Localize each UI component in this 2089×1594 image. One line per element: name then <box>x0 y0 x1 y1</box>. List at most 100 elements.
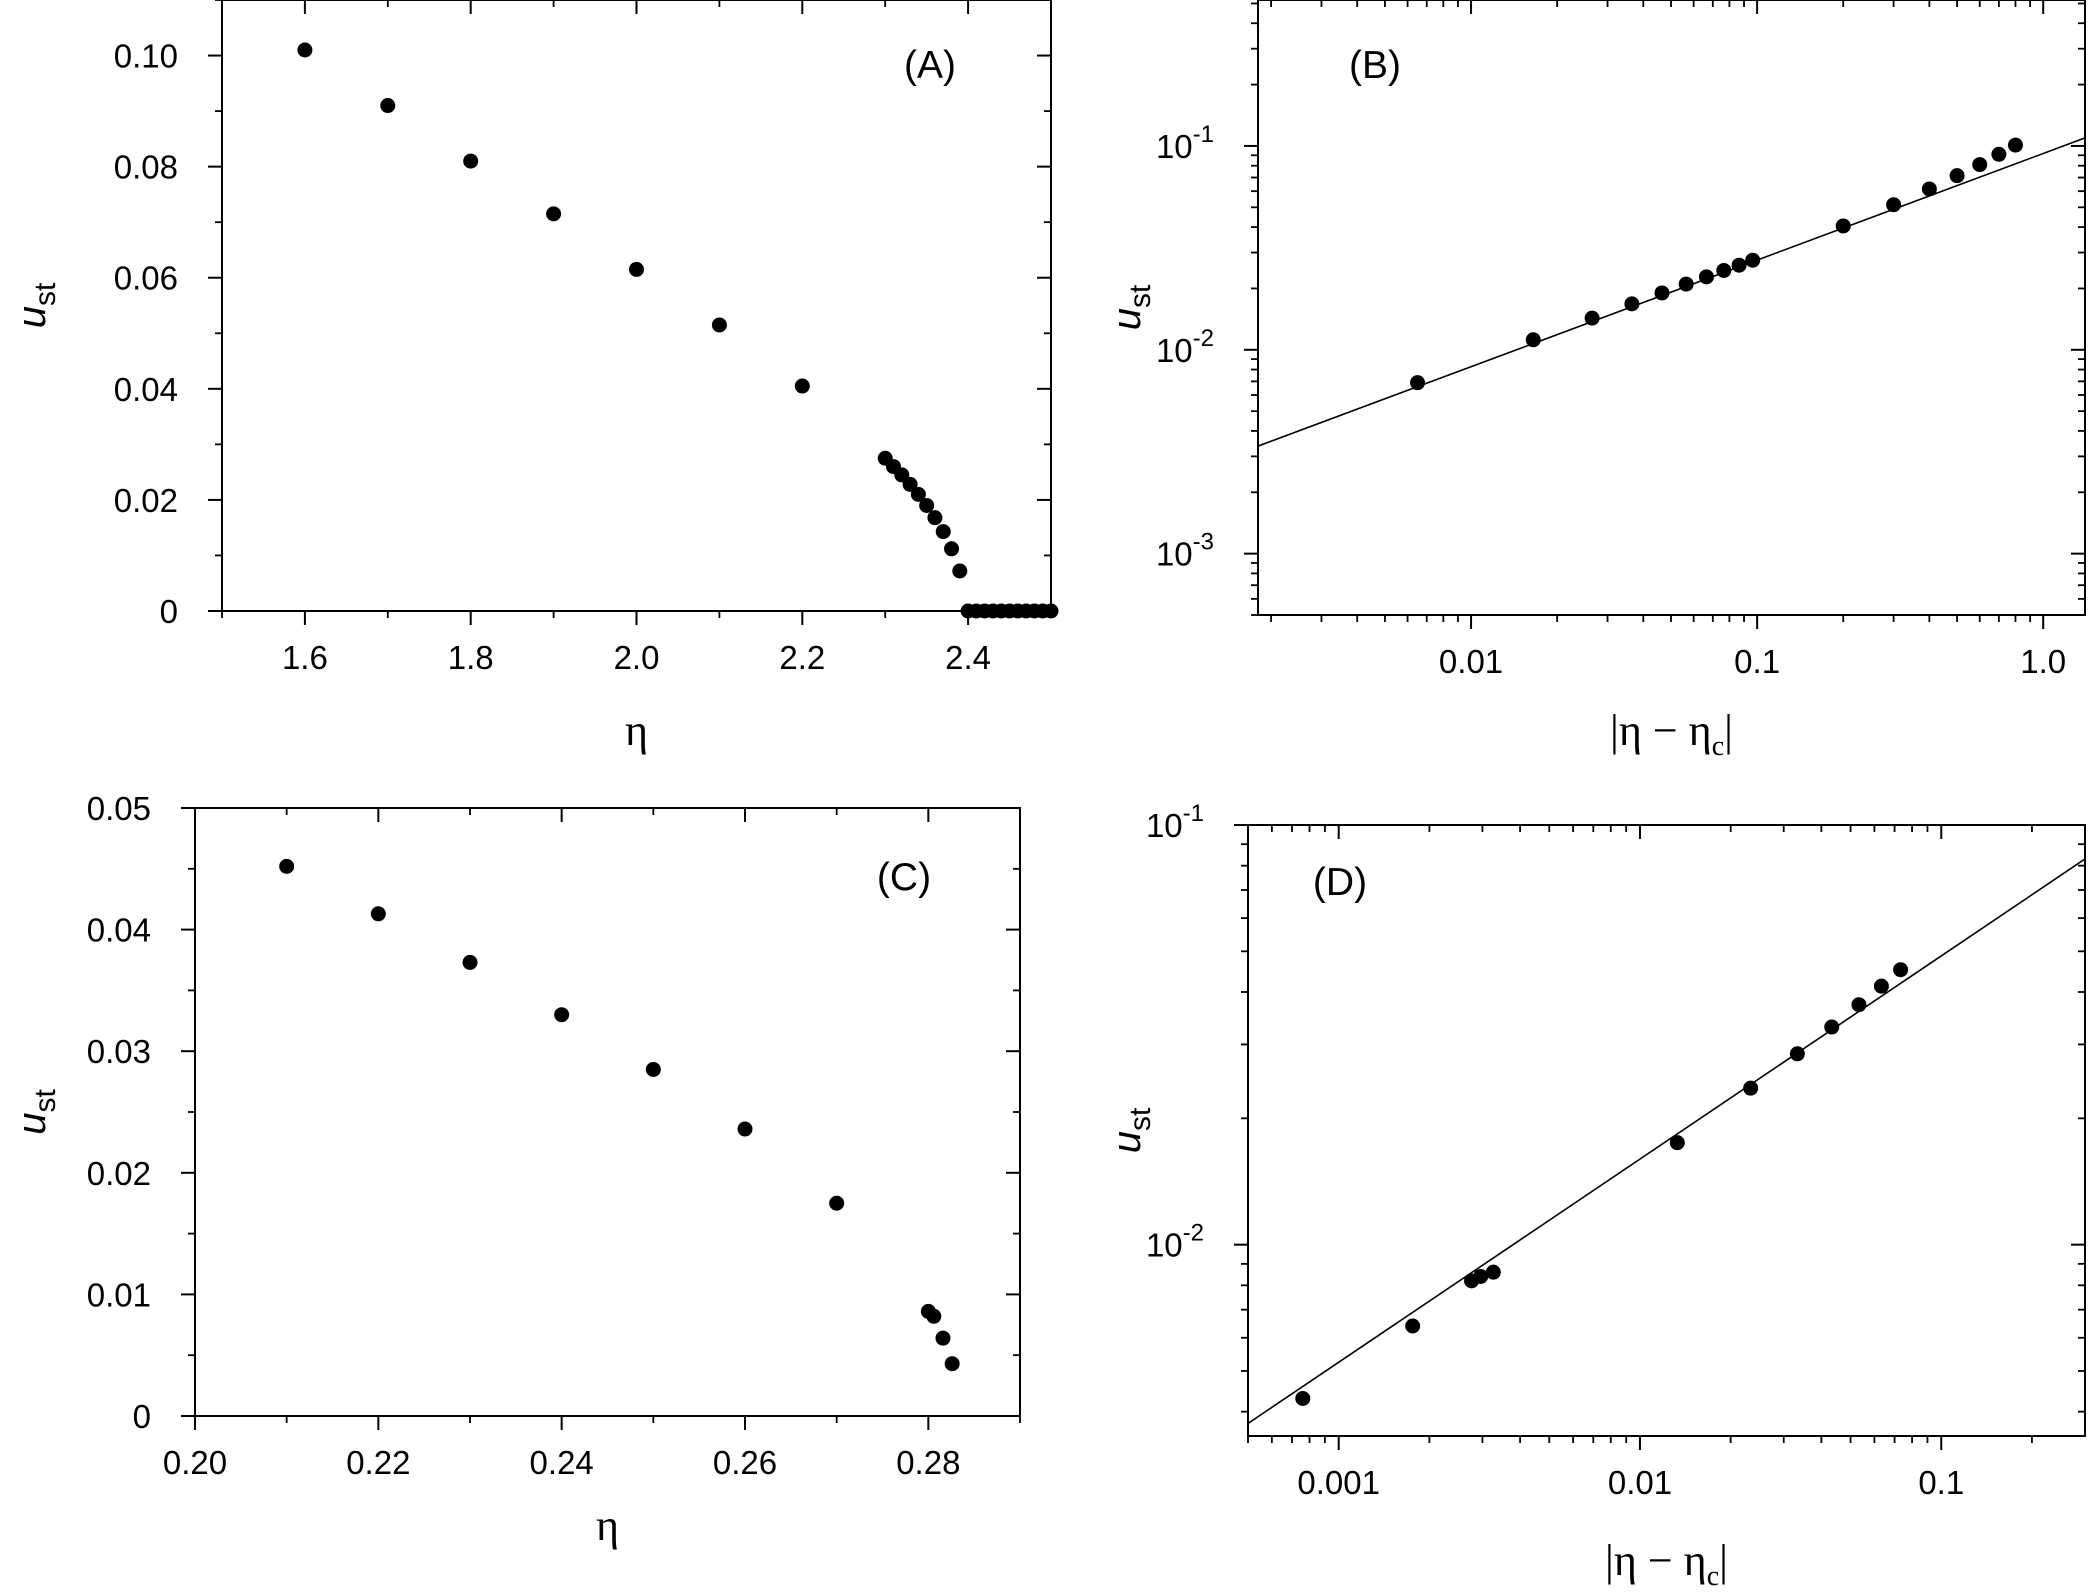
y-tick-label: 0.02 <box>114 482 178 519</box>
plot-frame <box>221 0 1052 612</box>
y-tick-mantissa: 10 <box>1146 807 1183 844</box>
data-point <box>711 317 727 333</box>
x-tick-label: 0.20 <box>163 1444 227 1481</box>
y-tick-mantissa: 10 <box>1156 332 1193 369</box>
data-point <box>1043 603 1059 619</box>
fit-line <box>1248 858 2085 1425</box>
x-tick-label: 1.8 <box>448 639 494 676</box>
data-point <box>1991 146 2007 162</box>
data-point <box>1743 1080 1759 1096</box>
y-axis-title: ust <box>10 1089 62 1135</box>
data-point <box>546 206 562 222</box>
y-axis-title-main: u <box>10 1113 54 1135</box>
x-axis-title: |η − ηc| <box>1610 706 1733 762</box>
x-axis-title-sub: c <box>1707 1561 1719 1592</box>
plot-frame <box>1247 824 2086 1437</box>
y-tick-label: 0.05 <box>87 790 151 827</box>
x-tick-label: 0.01 <box>1608 1464 1672 1501</box>
data-point <box>1835 218 1851 234</box>
x-tick-label: 0.26 <box>713 1444 777 1481</box>
y-tick-mantissa: 10 <box>1156 128 1193 165</box>
data-point <box>1731 257 1747 273</box>
y-tick-label: 0.01 <box>87 1276 151 1313</box>
data-point <box>554 1007 570 1023</box>
x-tick-label: 0.28 <box>896 1444 960 1481</box>
x-axis-title-main: |η − η <box>1605 1536 1707 1585</box>
x-tick-label: 0.24 <box>530 1444 594 1481</box>
y-tick-label: 0.04 <box>87 912 151 949</box>
y-tick-label: 10-1 <box>1146 800 1204 844</box>
panel-a: 1.6 1.8 2.0 2.2 2.4 0 0.02 0.04 0.06 0.08 0.10 (A) η… <box>10 0 1059 755</box>
data-point <box>370 906 386 922</box>
data-point <box>1893 962 1909 978</box>
y-axis-title: ust <box>10 282 62 328</box>
data-point <box>279 858 295 874</box>
x-tick-label: 0.01 <box>1439 643 1503 680</box>
y-tick-label: 10-1 <box>1156 121 1214 165</box>
x-axis-title-end: | <box>1719 1536 1728 1585</box>
x-tick-label: 2.2 <box>779 639 825 676</box>
data-point <box>297 42 313 58</box>
y-tick-label: 0 <box>160 593 178 630</box>
data-point <box>1678 276 1694 292</box>
y-tick-label: 0.10 <box>114 38 178 75</box>
x-tick-label: 0.22 <box>346 1444 410 1481</box>
y-tick-exponent: -1 <box>1183 800 1204 827</box>
data-point <box>1873 978 1889 994</box>
data-point <box>1654 285 1670 301</box>
data-point <box>1525 332 1541 348</box>
data-point <box>1485 1264 1501 1280</box>
data-point <box>380 98 396 114</box>
data-point <box>1698 269 1714 285</box>
x-axis-title: |η − ηc| <box>1605 1536 1728 1592</box>
x-tick-label: 2.4 <box>945 639 991 676</box>
data-point <box>737 1121 753 1137</box>
data-point <box>926 1308 942 1324</box>
data-point <box>902 476 918 492</box>
y-tick-label: 10-3 <box>1156 529 1214 573</box>
y-tick-label: 0.02 <box>87 1155 151 1192</box>
y-tick-label: 10-2 <box>1146 1220 1204 1264</box>
data-point <box>794 378 810 394</box>
x-axis-title: η <box>625 706 648 755</box>
data-point <box>935 1330 951 1346</box>
panel-label: (C) <box>877 856 931 899</box>
data-point <box>935 524 951 540</box>
data-point <box>829 1195 845 1211</box>
y-axis-title-sub: st <box>1124 284 1157 308</box>
data-point <box>1624 296 1640 312</box>
data-point <box>1921 181 1937 197</box>
data-point <box>1669 1135 1685 1151</box>
y-axis-title-main: u <box>1105 308 1149 330</box>
plot-frame <box>194 807 1021 1417</box>
y-axis-title: ust <box>1105 284 1157 330</box>
x-axis-title: η <box>596 1501 619 1550</box>
y-tick-label: 0 <box>133 1398 151 1435</box>
data-point <box>1886 197 1902 213</box>
y-axis-title-sub: st <box>29 1089 62 1113</box>
y-tick-mantissa: 10 <box>1146 1227 1183 1264</box>
x-axis-title-main: |η − η <box>1610 706 1712 755</box>
data-point <box>944 541 960 557</box>
y-tick-label: 0.06 <box>114 260 178 297</box>
x-axis-title-end: | <box>1724 706 1733 755</box>
y-axis-title: ust <box>1105 1107 1157 1153</box>
data-point <box>927 510 943 526</box>
data-point <box>1972 157 1988 173</box>
x-tick-label: 0.1 <box>1734 643 1780 680</box>
y-axis-title-main: u <box>1105 1131 1149 1153</box>
y-tick-label: 0.08 <box>114 149 178 186</box>
y-tick-label: 0.04 <box>114 371 178 408</box>
panel-b: 0.01 0.1 1.010-310-210-1(B)|η − ηc|ust <box>1105 0 2086 762</box>
panel-label: (D) <box>1313 861 1367 904</box>
data-point <box>1405 1318 1421 1334</box>
y-tick-label: 10-2 <box>1156 325 1214 369</box>
y-tick-exponent: -3 <box>1193 529 1214 556</box>
data-point <box>1824 1019 1840 1035</box>
data-point <box>463 153 479 169</box>
data-point <box>1473 1268 1489 1284</box>
panel-d: 0.001 0.01 0.110-210-1(D)|η − ηc|ust <box>1105 800 2086 1592</box>
y-tick-exponent: -1 <box>1193 121 1214 148</box>
data-point <box>1410 375 1426 391</box>
